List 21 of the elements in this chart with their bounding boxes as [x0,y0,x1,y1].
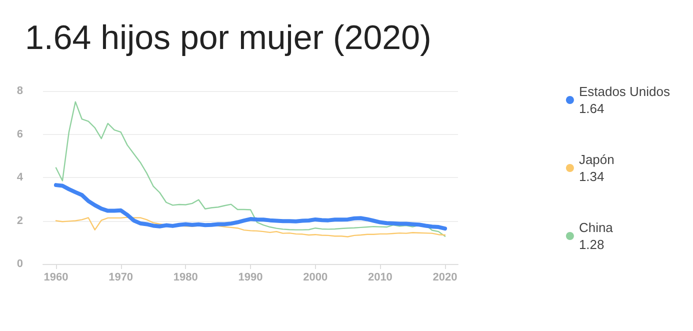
x-tick-label: 2010 [368,272,392,284]
y-tick-label: 2 [16,214,23,227]
x-tick-label: 1990 [238,272,263,284]
y-tick-label: 4 [16,172,24,184]
text: 1.28 [578,237,604,252]
x-tick-label: 2000 [303,272,328,284]
x-tick-label: 1960 [44,272,68,284]
line-series [55,101,446,237]
x-tick-label: 1970 [108,272,134,284]
legend-label: China [578,220,614,235]
x-tick-label: 2020 [432,272,458,284]
line-series [54,183,448,231]
y-tick-label: 6 [16,128,23,140]
text: 1.64 [578,101,604,116]
legend-label: Estados Unidos [578,84,670,99]
y-tick-label: 0 [16,258,23,270]
x-tick-label: 1980 [173,272,198,284]
text: 1.34 [578,169,604,184]
y-tick-label: 8 [16,85,23,97]
chart-title: 1.64 hijos por mujer (2020) [25,19,432,57]
legend-label: Japón [578,152,614,167]
